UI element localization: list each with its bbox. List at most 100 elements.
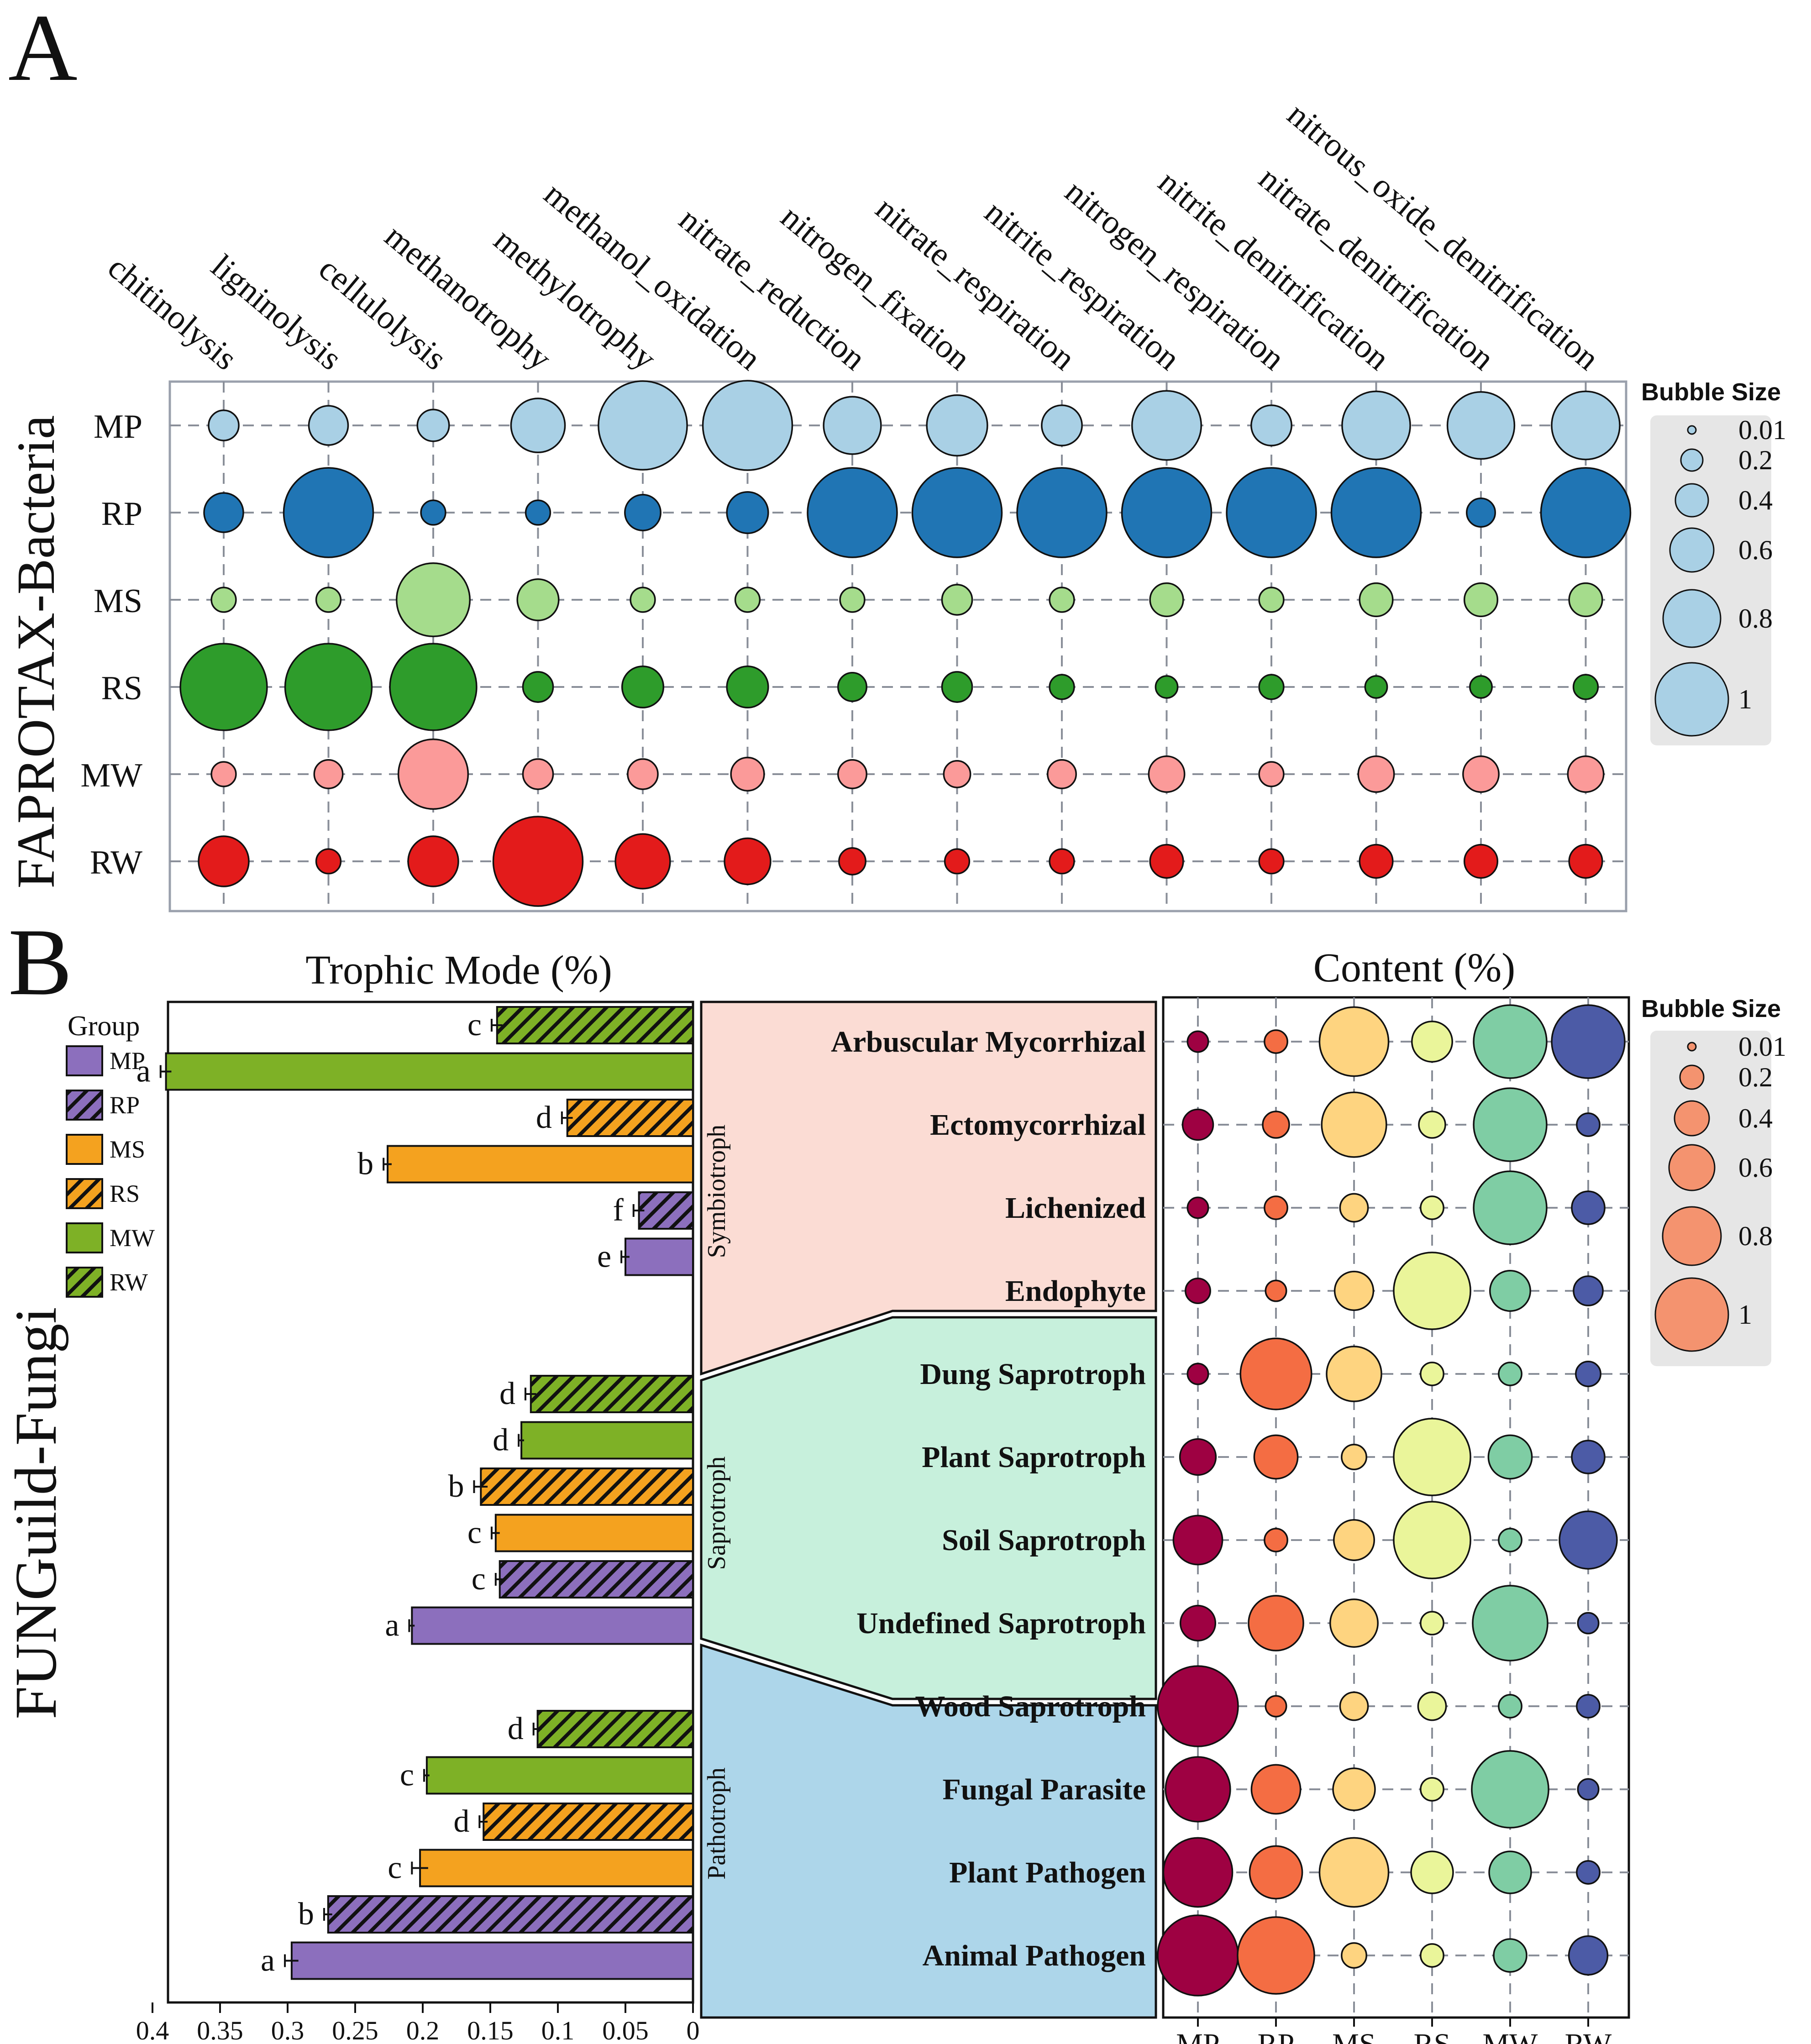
bubble bbox=[1488, 1850, 1532, 1894]
bubble bbox=[1473, 1004, 1548, 1079]
group-legend-swatch bbox=[66, 1045, 103, 1076]
legend-size-label: 1 bbox=[1738, 1300, 1752, 1330]
bubble bbox=[941, 671, 973, 703]
bubble bbox=[1577, 1778, 1600, 1801]
bubble bbox=[1250, 404, 1292, 446]
bubble bbox=[389, 643, 478, 731]
bubble bbox=[1341, 1444, 1367, 1470]
faprotax-bubble-chart: chitinolysisligninolysiscellulolysismeth… bbox=[80, 95, 1632, 912]
group-legend-swatch bbox=[66, 1178, 103, 1209]
content-chart-title: Content (%) bbox=[1313, 945, 1515, 991]
bubble bbox=[1264, 1528, 1288, 1552]
bubble bbox=[1258, 761, 1285, 787]
bubble bbox=[1473, 1170, 1548, 1245]
bubble bbox=[823, 396, 882, 455]
group-legend: MP RP MS RS MW RW bbox=[66, 1045, 155, 1298]
significance-letter: f bbox=[613, 1193, 624, 1228]
bubble bbox=[1047, 759, 1077, 789]
bubble bbox=[308, 405, 349, 446]
bubble bbox=[1049, 848, 1075, 875]
bubble bbox=[1330, 467, 1422, 558]
bubble bbox=[630, 587, 656, 613]
bubble bbox=[1041, 404, 1083, 446]
bubble bbox=[313, 759, 344, 789]
mode-label: Pathotroph bbox=[703, 1767, 731, 1880]
bubble bbox=[837, 672, 867, 702]
column-label: nitrate_reduction bbox=[672, 200, 873, 377]
bubble bbox=[420, 499, 446, 526]
content-plot-frame bbox=[1162, 996, 1630, 2019]
bar bbox=[480, 1467, 694, 1506]
bubble bbox=[1339, 1193, 1369, 1223]
bubble bbox=[1410, 1850, 1454, 1894]
significance-letter: c bbox=[388, 1850, 402, 1886]
significance-letter: e bbox=[597, 1239, 611, 1274]
bubble bbox=[1568, 582, 1603, 618]
column-label: MS bbox=[1332, 2028, 1375, 2044]
bubble bbox=[624, 494, 661, 531]
panel-b-row-title: FUNGuild-Fungi bbox=[3, 1307, 69, 1719]
legend-size-label: 0.4 bbox=[1738, 1103, 1773, 1133]
legend-size-label: 1 bbox=[1738, 684, 1752, 714]
legend-bubble bbox=[1687, 1042, 1697, 1052]
bubble bbox=[1248, 1595, 1304, 1651]
guild-label: Wood Saprotroph bbox=[915, 1690, 1146, 1723]
bubble bbox=[730, 756, 765, 792]
bubble bbox=[1332, 1767, 1376, 1811]
bubble bbox=[1148, 755, 1186, 793]
bubble bbox=[315, 587, 342, 613]
significance-letter: a bbox=[136, 1054, 151, 1089]
column-label: MP bbox=[1176, 2028, 1219, 2044]
significance-letter: d bbox=[536, 1100, 552, 1135]
bubble bbox=[1446, 391, 1516, 460]
bubble bbox=[208, 409, 240, 441]
bubble bbox=[1576, 1860, 1601, 1885]
significance-letter: d bbox=[453, 1804, 469, 1839]
bubble bbox=[1411, 1021, 1453, 1063]
significance-letter: d bbox=[493, 1423, 509, 1458]
legend-bubble bbox=[1662, 1206, 1722, 1266]
legend-bubble bbox=[1662, 589, 1722, 648]
bubble bbox=[1162, 1837, 1234, 1908]
bubble bbox=[621, 665, 665, 709]
panel-b-legend-title: Bubble Size bbox=[1641, 995, 1781, 1022]
row-label: RS bbox=[101, 670, 142, 707]
legend-size-label: 0.6 bbox=[1738, 1153, 1773, 1183]
bubble bbox=[1420, 1362, 1444, 1386]
x-tick-label: 0.25 bbox=[332, 2016, 378, 2044]
bubble bbox=[1572, 674, 1599, 700]
bubble bbox=[1172, 1515, 1223, 1566]
bubble bbox=[1551, 1004, 1626, 1079]
bubble bbox=[516, 578, 560, 622]
bubble bbox=[1498, 1362, 1522, 1386]
legend-size-label: 0.01 bbox=[1738, 1032, 1786, 1062]
bubble bbox=[1417, 1691, 1447, 1721]
significance-letter: d bbox=[508, 1711, 524, 1746]
bar bbox=[625, 1237, 694, 1276]
bubble bbox=[1393, 1501, 1471, 1579]
legend-bubble bbox=[1668, 1144, 1716, 1191]
group-legend-label: RW bbox=[110, 1268, 148, 1296]
bubble bbox=[1471, 1750, 1549, 1829]
bubble bbox=[1264, 1029, 1288, 1054]
bubble bbox=[1469, 675, 1493, 699]
bubble bbox=[1567, 755, 1605, 793]
bubble bbox=[1326, 1346, 1382, 1402]
bubble bbox=[724, 837, 772, 886]
bubble bbox=[1576, 1694, 1601, 1719]
bubble bbox=[614, 833, 671, 890]
bubble bbox=[1473, 1087, 1548, 1162]
bubble bbox=[1321, 1091, 1387, 1158]
bubble bbox=[1186, 1363, 1209, 1385]
bubble bbox=[1258, 674, 1285, 700]
plot-a-frame bbox=[168, 380, 1627, 912]
bubble bbox=[1463, 582, 1499, 618]
significance-letter: a bbox=[261, 1943, 275, 1978]
bubble bbox=[1359, 844, 1394, 879]
panel-a-legend: 0.010.2 0.4 0.6 0.8 1 bbox=[1654, 415, 1786, 737]
significance-letter: b bbox=[357, 1147, 373, 1182]
panel-a-letter: A bbox=[8, 0, 78, 101]
bubble bbox=[1573, 1275, 1604, 1306]
bar bbox=[411, 1606, 694, 1645]
